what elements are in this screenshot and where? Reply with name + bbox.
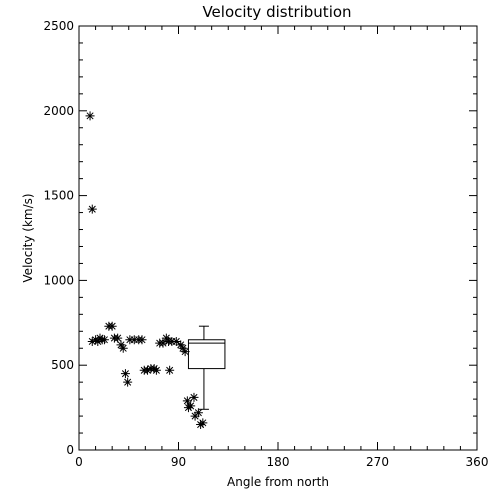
y-tick-label: 2000 (43, 104, 74, 118)
y-tick-label: 0 (66, 443, 74, 457)
data-point (180, 347, 190, 357)
data-point (143, 365, 153, 375)
y-axis-ticks: 0 500 1000 1500 2000 2500 (43, 19, 477, 457)
x-tick-label: 270 (366, 455, 389, 469)
box-plot (187, 325, 226, 410)
data-points (85, 111, 208, 430)
data-point (158, 338, 168, 348)
box-iqr (187, 339, 226, 370)
y-tick-label: 1000 (43, 273, 74, 287)
data-point (165, 365, 175, 375)
data-point (176, 340, 186, 350)
data-point (189, 392, 199, 402)
data-point (182, 396, 192, 406)
data-point (151, 365, 161, 375)
data-point (186, 401, 196, 411)
data-point (190, 411, 200, 421)
data-point (161, 333, 171, 343)
x-tick-label: 180 (267, 455, 290, 469)
data-point (123, 377, 133, 387)
data-point (178, 343, 188, 353)
plot-frame (78, 25, 478, 451)
x-axis-ticks: 0 90 180 270 360 (75, 26, 488, 469)
x-axis-label: Angle from north (227, 475, 329, 489)
x-tick-label: 90 (171, 455, 186, 469)
y-tick-label: 500 (51, 358, 74, 372)
y-axis-label: Velocity (km/s) (21, 193, 35, 282)
data-point (93, 336, 103, 346)
data-point (87, 336, 97, 346)
data-point (107, 321, 117, 331)
data-point (118, 343, 128, 353)
chart-title: Velocity distribution (202, 3, 351, 21)
y-tick-label: 1500 (43, 189, 74, 203)
data-point (85, 111, 95, 121)
data-point (171, 336, 181, 346)
data-point (87, 204, 97, 214)
data-point (198, 418, 208, 428)
data-point (120, 369, 130, 379)
data-point (137, 335, 147, 345)
x-tick-label: 0 (75, 455, 83, 469)
y-tick-label: 2500 (43, 19, 74, 33)
data-point (113, 333, 123, 343)
data-point (193, 408, 203, 418)
x-tick-label: 360 (466, 455, 489, 469)
data-point (99, 335, 109, 345)
data-point (116, 340, 126, 350)
